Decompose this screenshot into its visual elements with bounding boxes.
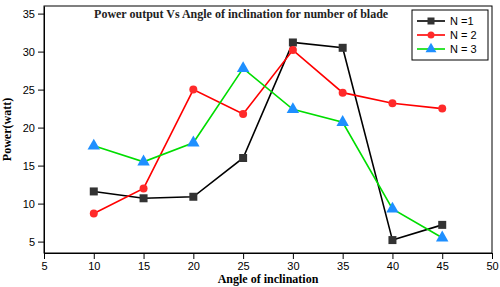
x-tick-mark	[44, 253, 45, 259]
y-axis: 5 10 15 20 25 30 35	[23, 7, 45, 254]
marker	[239, 154, 247, 162]
y-tick-mark	[38, 90, 44, 91]
marker	[90, 187, 98, 195]
x-axis-line	[45, 253, 493, 254]
plot-area: 5 10 15 20 25 30 35 40 45 50 5 10 15 20 25 30 35 Power ou…	[23, 6, 499, 272]
x-tick-label: 10	[88, 260, 100, 272]
legend: N =1 N = 2 N = 3	[412, 10, 488, 60]
marker	[289, 46, 297, 54]
y-tick: 10	[23, 198, 44, 210]
marker	[438, 105, 446, 113]
legend-marker	[428, 18, 435, 25]
y-tick-mark	[38, 204, 44, 205]
x-tick: 45	[437, 253, 449, 272]
x-tick-label: 5	[41, 260, 47, 272]
marker	[289, 38, 297, 46]
marker	[137, 155, 149, 166]
marker	[388, 236, 396, 244]
y-tick: 5	[29, 236, 44, 248]
x-tick-label: 15	[138, 260, 150, 272]
legend-label: N = 3	[450, 43, 477, 55]
chart: 5 10 15 20 25 30 35 40 45 50 5 10 15 20 25 30 35 Power ou…	[0, 0, 500, 287]
marker	[336, 115, 348, 126]
y-tick: 20	[23, 122, 44, 134]
x-tick-label: 25	[237, 260, 249, 272]
marker	[339, 44, 347, 52]
marker	[187, 136, 199, 147]
x-tick-mark	[392, 253, 393, 259]
y-tick-mark	[38, 14, 44, 15]
y-tick: 15	[23, 160, 44, 172]
marker	[90, 209, 98, 217]
legend-marker	[428, 32, 435, 39]
y-axis-title: Power(watt)	[0, 98, 14, 161]
marker	[237, 61, 249, 72]
x-tick-mark	[343, 253, 344, 259]
marker	[388, 99, 396, 107]
x-tick: 35	[337, 253, 349, 272]
y-tick-label: 25	[23, 84, 35, 96]
x-tick-label: 20	[188, 260, 200, 272]
y-tick-mark	[38, 242, 44, 243]
x-tick-mark	[193, 253, 194, 259]
y-tick-label: 35	[23, 8, 35, 20]
x-axis: 5 10 15 20 25 30 35 40 45 50	[41, 253, 498, 272]
marker	[140, 184, 148, 192]
series-line	[94, 42, 442, 240]
marker	[287, 102, 299, 113]
marker	[386, 202, 398, 213]
y-tick-label: 10	[23, 198, 35, 210]
marker	[189, 86, 197, 94]
y-tick: 35	[23, 8, 44, 20]
x-tick-label: 40	[387, 260, 399, 272]
marker	[140, 194, 148, 202]
y-tick-label: 15	[23, 160, 35, 172]
legend-marker	[426, 43, 437, 52]
x-tick-label: 50	[486, 260, 498, 272]
marker	[239, 110, 247, 118]
y-tick-mark	[38, 166, 44, 167]
frame	[44, 6, 492, 253]
series-line	[94, 50, 442, 213]
x-tick: 15	[138, 253, 150, 272]
x-tick-label: 30	[287, 260, 299, 272]
x-tick-mark	[492, 253, 493, 259]
x-tick: 5	[41, 253, 47, 272]
x-tick: 30	[287, 253, 299, 272]
legend-label: N = 2	[450, 29, 477, 41]
marker	[436, 231, 448, 242]
title: Power output Vs Angle of inclination for…	[94, 7, 389, 21]
x-tick-label: 35	[337, 260, 349, 272]
legend-box	[412, 10, 488, 60]
marker	[438, 221, 446, 229]
x-axis-title: Angle of inclination	[218, 272, 319, 286]
legend-label: N =1	[450, 15, 474, 27]
x-tick: 20	[188, 253, 200, 272]
x-tick-mark	[144, 253, 145, 259]
x-tick: 10	[88, 253, 100, 272]
x-tick-mark	[442, 253, 443, 259]
y-tick-label: 5	[29, 236, 35, 248]
y-tick-label: 30	[23, 46, 35, 58]
y-tick: 30	[23, 46, 44, 58]
marker	[339, 89, 347, 97]
x-tick-label: 45	[437, 260, 449, 272]
x-tick: 40	[387, 253, 399, 272]
marker	[189, 193, 197, 201]
x-tick-mark	[243, 253, 244, 259]
series-line	[94, 68, 442, 237]
x-tick: 25	[237, 253, 249, 272]
marker	[88, 139, 100, 150]
y-tick-mark	[38, 52, 44, 53]
x-tick-mark	[293, 253, 294, 259]
data-area	[88, 38, 449, 244]
y-tick-label: 20	[23, 122, 35, 134]
x-tick-mark	[94, 253, 95, 259]
y-tick: 25	[23, 84, 44, 96]
x-tick: 50	[486, 253, 498, 272]
y-tick-mark	[38, 128, 44, 129]
y-axis-line	[44, 7, 45, 254]
